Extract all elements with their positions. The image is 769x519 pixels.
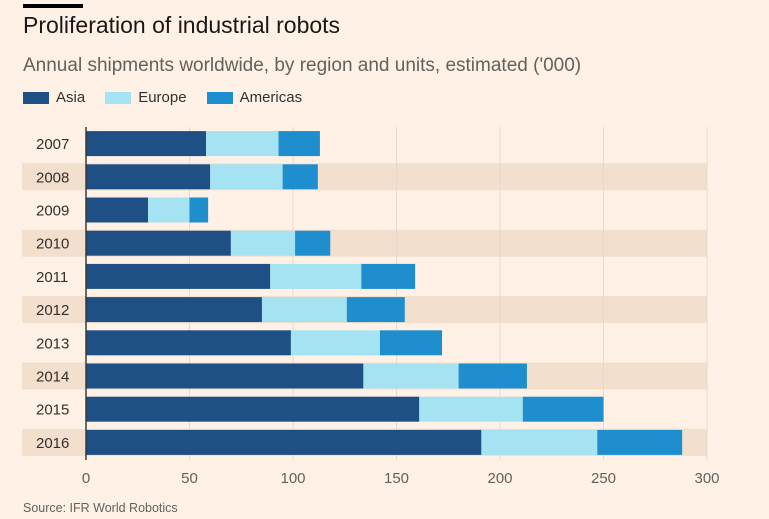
bar-europe-2013	[290, 330, 380, 356]
legend-label-asia: Asia	[56, 89, 86, 106]
y-tick-label: 2009	[36, 203, 69, 220]
legend-item-americas: Americas	[206, 89, 303, 106]
bar-europe-2015	[419, 396, 523, 422]
bar-europe-2012	[261, 297, 347, 323]
legend: Asia Europe Americas	[23, 89, 322, 106]
y-tick-label: 2010	[36, 236, 69, 253]
bar-europe-2011	[270, 263, 362, 289]
x-tick-label: 0	[82, 470, 90, 487]
y-tick-label: 2016	[36, 435, 69, 452]
bar-europe-2009	[148, 197, 190, 223]
bar-asia-2008	[86, 164, 211, 190]
legend-item-europe: Europe	[105, 89, 187, 106]
bar-asia-2015	[86, 396, 420, 422]
legend-label-americas: Americas	[239, 89, 303, 106]
legend-label-europe: Europe	[138, 89, 187, 106]
bar-europe-2010	[230, 230, 296, 256]
bar-americas-2007	[278, 131, 320, 157]
bar-asia-2013	[86, 330, 291, 356]
bar-americas-2010	[295, 230, 331, 256]
x-tick-label: 250	[591, 470, 616, 487]
bar-europe-2016	[481, 429, 598, 455]
bar-asia-2011	[86, 263, 271, 289]
bar-americas-2009	[189, 197, 209, 223]
chart-subtitle: Annual shipments worldwide, by region an…	[23, 55, 582, 76]
bar-americas-2008	[282, 164, 318, 190]
legend-swatch-asia	[23, 91, 49, 104]
y-tick-label: 2012	[36, 302, 69, 319]
x-tick-label: 150	[384, 470, 409, 487]
bar-americas-2015	[522, 396, 604, 422]
y-tick-label: 2007	[36, 136, 69, 153]
bar-americas-2013	[379, 330, 443, 356]
bar-asia-2007	[86, 131, 207, 157]
y-tick-label: 2008	[36, 169, 69, 186]
x-tick-label: 50	[181, 470, 198, 487]
x-tick-label: 100	[280, 470, 305, 487]
chart-title: Proliferation of industrial robots	[23, 12, 341, 38]
title-accent-bar	[23, 4, 83, 8]
bar-americas-2011	[361, 263, 416, 289]
y-tick-label: 2014	[36, 369, 69, 386]
bar-americas-2014	[458, 363, 527, 389]
bar-asia-2012	[86, 297, 262, 323]
bar-europe-2007	[206, 131, 279, 157]
bar-americas-2012	[346, 297, 405, 323]
y-tick-label: 2013	[36, 335, 69, 352]
bar-asia-2014	[86, 363, 364, 389]
source-note: Source: IFR World Robotics	[23, 501, 178, 515]
bar-europe-2014	[363, 363, 459, 389]
legend-swatch-europe	[105, 91, 132, 104]
legend-swatch-americas	[206, 91, 233, 104]
bar-europe-2008	[210, 164, 283, 190]
legend-item-asia: Asia	[23, 89, 85, 106]
bar-asia-2009	[86, 197, 149, 223]
y-tick-label: 2011	[36, 269, 68, 286]
bar-americas-2016	[597, 429, 683, 455]
x-tick-label: 300	[694, 470, 719, 487]
y-tick-label: 2015	[36, 402, 69, 419]
bar-asia-2010	[86, 230, 231, 256]
x-tick-label: 200	[487, 470, 512, 487]
bar-asia-2016	[86, 429, 482, 455]
